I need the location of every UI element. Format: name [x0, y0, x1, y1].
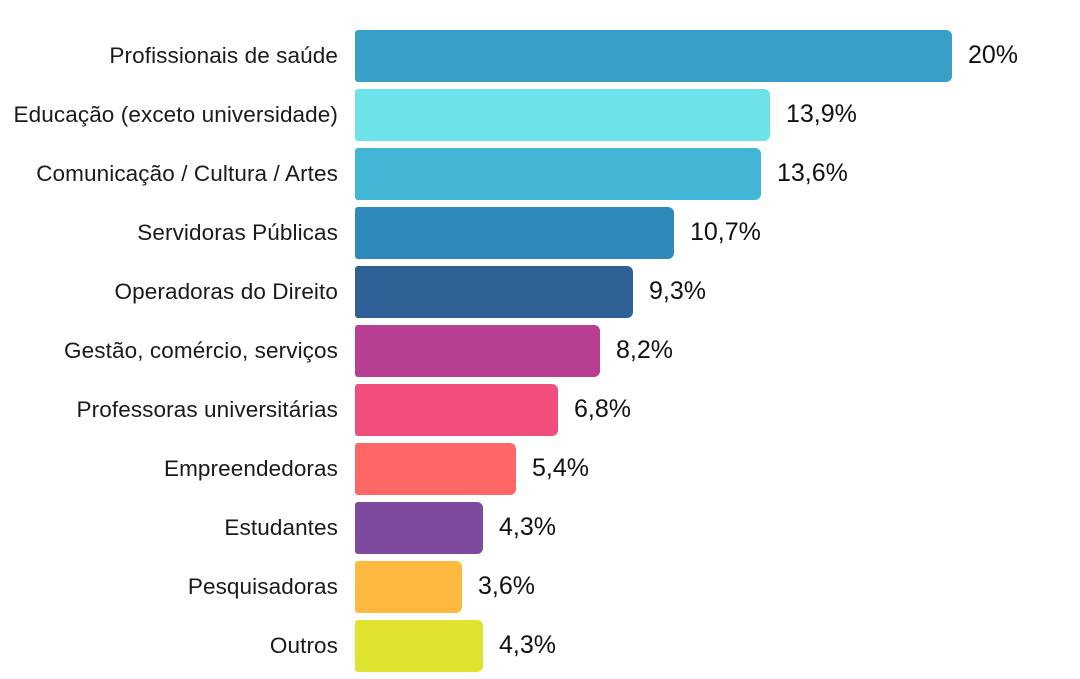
value-label: 3,6%: [478, 572, 535, 600]
category-label: Gestão, comércio, serviços: [64, 337, 338, 363]
bar-zone: 13,6%: [338, 144, 1080, 203]
chart-row: Servidoras Públicas 10,7%: [0, 203, 1080, 262]
chart-row: Educação (exceto universidade) 13,9%: [0, 85, 1080, 144]
category-label: Servidoras Públicas: [137, 219, 338, 245]
bar-zone: 20%: [338, 26, 1080, 85]
bar: [355, 265, 633, 318]
bar: [355, 324, 600, 377]
value-label: 6,8%: [574, 395, 631, 423]
bar: [355, 383, 558, 436]
value-label: 13,9%: [786, 100, 857, 128]
bar: [355, 88, 770, 141]
value-label: 20%: [968, 41, 1019, 69]
value-label: 4,3%: [499, 513, 556, 541]
bar-zone: 4,3%: [338, 498, 1080, 557]
chart-row: Comunicação / Cultura / Artes 13,6%: [0, 144, 1080, 203]
chart-row: Profissionais de saúde 20%: [0, 26, 1080, 85]
bar-chart-rows: Profissionais de saúde 20% Educação (excet…: [0, 26, 1080, 675]
value-label: 8,2%: [616, 336, 673, 364]
category-label: Profissionais de saúde: [109, 42, 338, 68]
category-label: Comunicação / Cultura / Artes: [36, 160, 338, 186]
chart-row: Gestão, comércio, serviços 8,2%: [0, 321, 1080, 380]
chart-row: Estudantes 4,3%: [0, 498, 1080, 557]
value-label: 10,7%: [690, 218, 761, 246]
bar: [355, 147, 761, 200]
chart-row: Empreendedoras 5,4%: [0, 439, 1080, 498]
chart-row: Operadoras do Direito 9,3%: [0, 262, 1080, 321]
bar: [355, 501, 483, 554]
bar: [355, 206, 674, 259]
bar: [355, 619, 483, 672]
value-label: 13,6%: [777, 159, 848, 187]
bar-zone: 13,9%: [338, 85, 1080, 144]
bar-zone: 3,6%: [338, 557, 1080, 616]
bar: [355, 442, 516, 495]
category-label: Empreendedoras: [163, 455, 338, 481]
category-label: Operadoras do Direito: [114, 278, 338, 304]
bar-zone: 6,8%: [338, 380, 1080, 439]
category-label: Estudantes: [224, 514, 338, 540]
bar-zone: 4,3%: [338, 616, 1080, 675]
category-label: Professoras universitárias: [76, 396, 338, 422]
bar-zone: 10,7%: [338, 203, 1080, 262]
value-label: 4,3%: [499, 631, 556, 659]
chart-row: Pesquisadoras 3,6%: [0, 557, 1080, 616]
chart-row: Outros 4,3%: [0, 616, 1080, 675]
bar-zone: 8,2%: [338, 321, 1080, 380]
category-label: Outros: [269, 632, 338, 658]
category-label: Pesquisadoras: [187, 573, 338, 599]
category-label: Educação (exceto universidade): [13, 101, 338, 127]
bar: [355, 560, 462, 613]
value-label: 5,4%: [532, 454, 589, 482]
bar-zone: 5,4%: [338, 439, 1080, 498]
bar: [355, 29, 952, 82]
bar-zone: 9,3%: [338, 262, 1080, 321]
value-label: 9,3%: [649, 277, 706, 305]
chart-row: Professoras universitárias 6,8%: [0, 380, 1080, 439]
